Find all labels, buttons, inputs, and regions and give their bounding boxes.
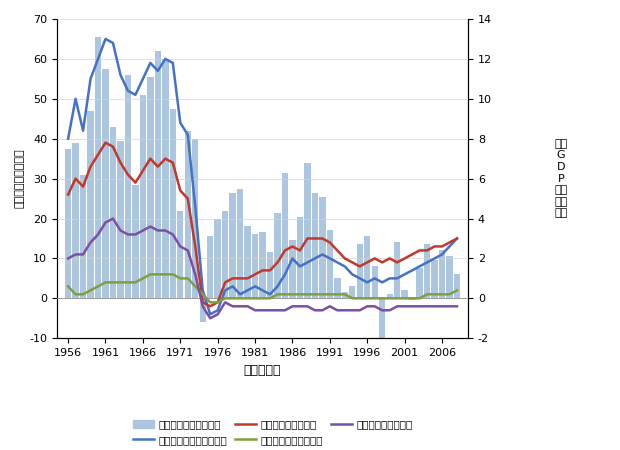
Bar xyxy=(402,290,408,298)
Bar xyxy=(386,294,393,298)
Bar xyxy=(237,189,243,298)
Bar xyxy=(87,111,94,298)
Bar xyxy=(334,279,340,298)
Bar xyxy=(409,298,415,300)
Bar xyxy=(356,244,363,298)
Bar xyxy=(95,37,101,298)
Legend: ＧＤＰ成長率（実質）, 三大都市圈への転入超過, 東京圈への転入超過, 名古屋圈への転入超過, 大阪圈への転入超過: ＧＤＰ成長率（実質）, 三大都市圈への転入超過, 東京圈への転入超過, 名古屋圈… xyxy=(133,419,412,445)
Y-axis label: 転入超過数（万人）: 転入超過数（万人） xyxy=(15,149,25,208)
Bar xyxy=(177,211,184,298)
Bar xyxy=(207,236,213,298)
Bar xyxy=(439,251,445,298)
Bar xyxy=(282,173,288,298)
Bar xyxy=(274,212,281,298)
Bar xyxy=(424,244,430,298)
Bar xyxy=(200,298,206,322)
Bar xyxy=(267,252,273,298)
Bar xyxy=(312,193,318,298)
Bar xyxy=(110,127,116,298)
Bar xyxy=(454,274,460,298)
Bar xyxy=(252,234,259,298)
Bar xyxy=(222,211,228,298)
Bar xyxy=(229,193,236,298)
Bar xyxy=(125,75,131,298)
Y-axis label: 実質
G
D
P
成長
率（
％）: 実質 G D P 成長 率（ ％） xyxy=(554,139,568,218)
Bar xyxy=(342,292,348,298)
Bar xyxy=(154,51,161,298)
Bar xyxy=(117,141,123,298)
Bar xyxy=(132,184,139,298)
Bar xyxy=(394,243,401,298)
Bar xyxy=(162,59,169,298)
Bar xyxy=(432,261,438,298)
Bar xyxy=(417,268,423,298)
Bar xyxy=(185,131,191,298)
Bar xyxy=(371,266,378,298)
Bar xyxy=(327,230,333,298)
Bar xyxy=(297,216,303,298)
Bar xyxy=(73,143,79,298)
Bar xyxy=(170,109,176,298)
Bar xyxy=(80,175,86,298)
Bar xyxy=(364,236,370,298)
Bar xyxy=(319,197,326,298)
Bar xyxy=(379,298,386,338)
Bar xyxy=(215,219,221,298)
Bar xyxy=(65,148,71,298)
Bar xyxy=(102,69,108,298)
Bar xyxy=(304,162,311,298)
Bar xyxy=(259,233,266,298)
Bar xyxy=(290,240,296,298)
Bar xyxy=(192,139,198,298)
Bar xyxy=(244,226,250,298)
Bar xyxy=(349,286,355,298)
Bar xyxy=(147,77,154,298)
X-axis label: 年（暦年）: 年（暦年） xyxy=(244,364,281,377)
Bar xyxy=(446,256,453,298)
Bar xyxy=(140,95,146,298)
